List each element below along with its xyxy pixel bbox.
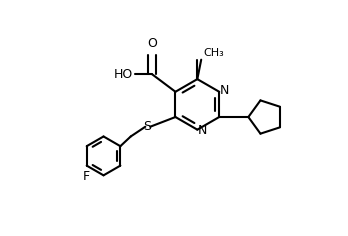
Text: O: O [147, 37, 157, 50]
Text: F: F [83, 170, 90, 183]
Text: N: N [198, 124, 207, 137]
Text: S: S [143, 120, 151, 133]
Text: HO: HO [113, 68, 133, 81]
Text: CH₃: CH₃ [203, 48, 224, 58]
Text: N: N [219, 84, 229, 97]
